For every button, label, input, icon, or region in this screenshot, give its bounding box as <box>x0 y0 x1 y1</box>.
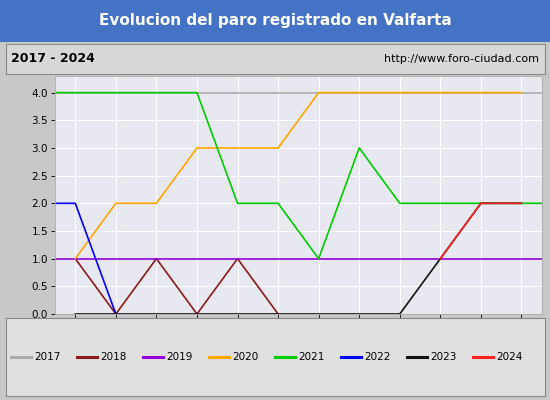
Text: 2024: 2024 <box>496 352 522 362</box>
Text: 2020: 2020 <box>232 352 258 362</box>
Text: 2019: 2019 <box>166 352 192 362</box>
Text: http://www.foro-ciudad.com: http://www.foro-ciudad.com <box>384 54 539 64</box>
Text: Evolucion del paro registrado en Valfarta: Evolucion del paro registrado en Valfart… <box>98 14 452 28</box>
Text: 2017 - 2024: 2017 - 2024 <box>11 52 95 66</box>
Text: 2018: 2018 <box>100 352 126 362</box>
Text: 2023: 2023 <box>430 352 456 362</box>
Text: 2022: 2022 <box>364 352 390 362</box>
Text: 2017: 2017 <box>34 352 60 362</box>
Text: 2021: 2021 <box>298 352 324 362</box>
